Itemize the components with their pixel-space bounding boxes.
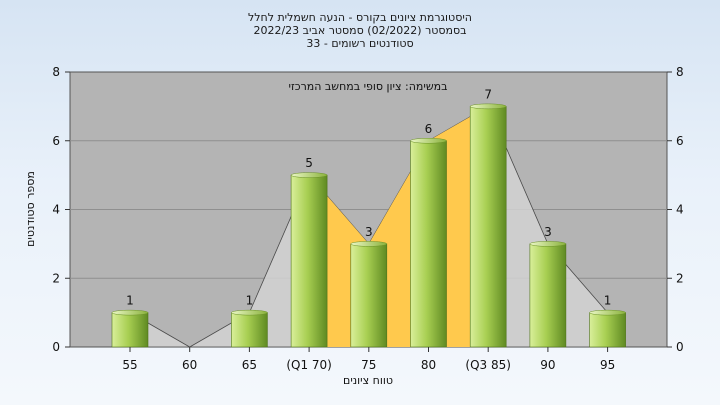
x-axis-label: טווח ציונים [343,374,393,387]
chart-title: היסטוגרמת ציונים בקורס - הנעה חשמלית לחל… [248,11,472,50]
bar-value-label: 3 [365,225,373,239]
x-tick-label: 60 [182,358,197,372]
y-tick-label-left: 0 [52,340,60,354]
data-labels: 1 1 5 3 6 7 3 1 [126,87,611,307]
y-tick-label-right: 2 [676,271,684,285]
bar [589,312,626,348]
bar-value-label: 7 [484,87,492,101]
bar [290,174,328,348]
x-tick-label: (Q3 85) [465,358,511,372]
y-tick-label-right: 4 [676,203,684,217]
chart-subtitle: במשימה: ציון סופי במחשב המרכזי [288,80,447,93]
bar-value-label: 5 [305,156,313,170]
x-tick-label: 55 [122,358,137,372]
bar-top [529,241,567,247]
bar-top [350,241,388,247]
bar-value-label: 1 [126,294,134,308]
bar-top [111,309,149,316]
bar [529,243,567,348]
bar [469,106,507,348]
title-line-2: בסמסטר (02/2022) סמסטר אביב 2022/23 [253,24,466,37]
bars [111,103,626,348]
y-tick-label-left: 4 [52,203,60,217]
axes: 0 02 24 46 68 855 60 65 (Q1 70) 75 80 (Q3 85) 90 95 [52,65,683,372]
y-tick-label-right: 8 [676,65,684,79]
y-tick-label-left: 8 [52,65,60,79]
title-line-3: סטודנטים רשומים - 33 [306,37,413,50]
bar-top [290,172,328,178]
x-tick-label: 75 [361,358,376,372]
bar-top [231,309,268,316]
x-tick-label: 95 [600,358,615,372]
x-tick-label: 65 [242,358,257,372]
bar-top [589,309,626,316]
bar-value-label: 1 [246,294,254,308]
y-tick-label-left: 2 [52,271,60,285]
y-tick-label-left: 6 [52,134,60,148]
bar [111,312,149,348]
title-line-1: היסטוגרמת ציונים בקורס - הנעה חשמלית לחל… [248,11,472,24]
y-axis-label: מספר סטודנטים [24,171,37,247]
y-tick-label-right: 0 [676,340,684,354]
bar-value-label: 6 [425,122,433,136]
bar-top [469,103,507,110]
x-tick-label: 90 [540,358,555,372]
x-tick-label: 80 [421,358,436,372]
bar-value-label: 3 [544,225,552,239]
y-tick-label-right: 6 [676,134,684,148]
bar [350,243,388,348]
bar-top [410,138,447,144]
x-tick-label: (Q1 70) [286,358,332,372]
bar-value-label: 1 [604,294,612,308]
bar [231,312,268,348]
bar [410,140,447,348]
